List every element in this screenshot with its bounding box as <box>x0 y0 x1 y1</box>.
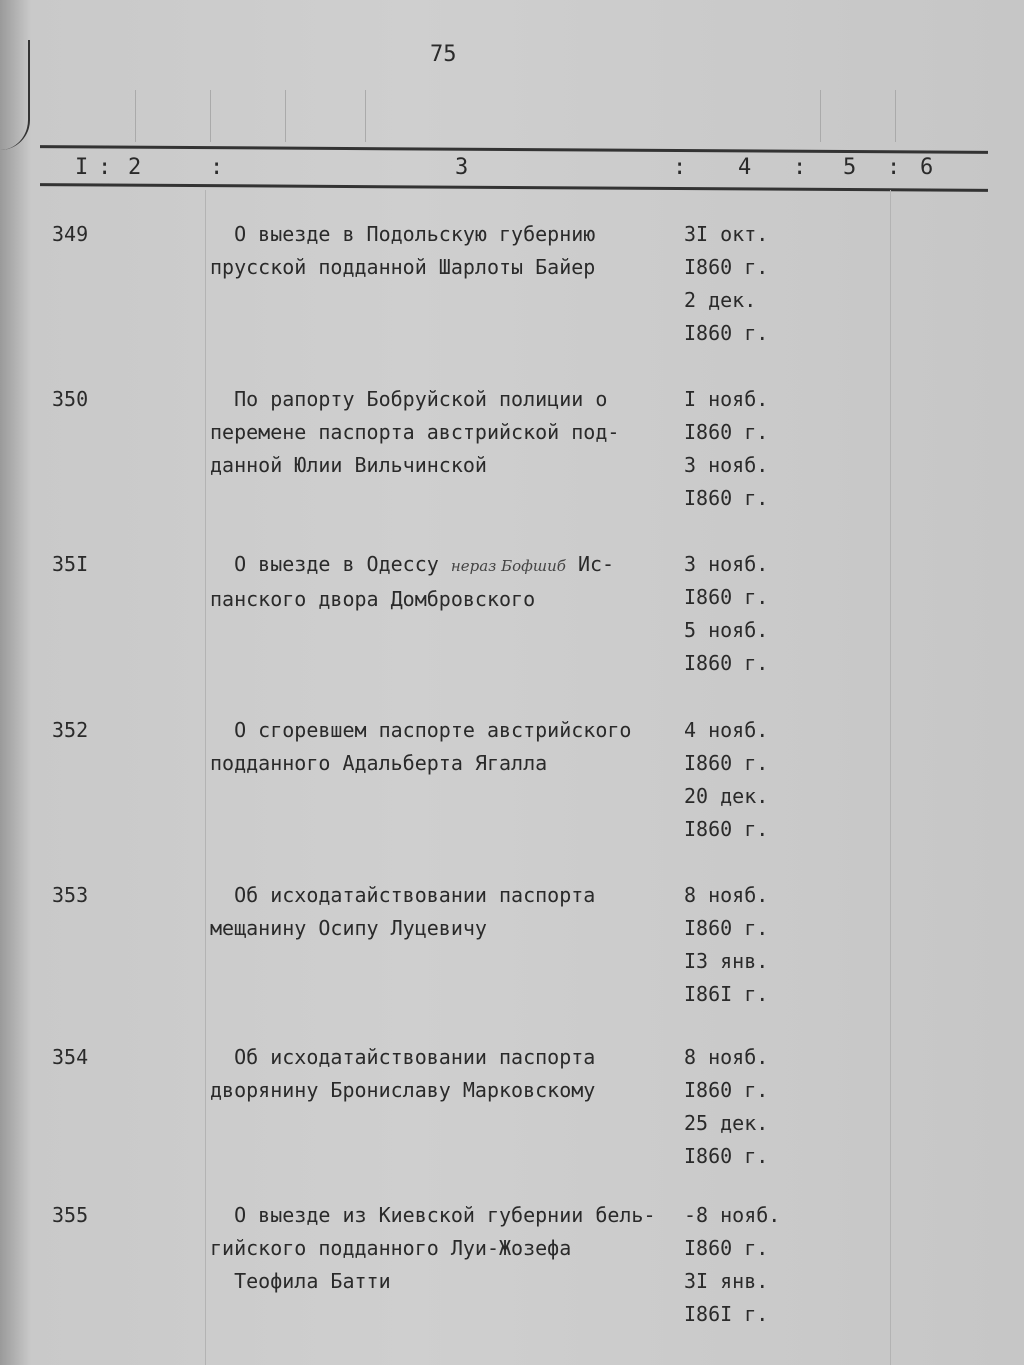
title-line-end: Ис- <box>577 552 615 576</box>
date-line: 20 дек. <box>684 784 769 808</box>
date-line: 4 нояб. <box>684 718 769 742</box>
title-line: О выезде в Подольскую губернию <box>210 222 596 246</box>
column-number: I <box>75 155 89 180</box>
date-line: 8 нояб. <box>684 883 769 907</box>
title-line: гийского подданного Луи-Жозефа <box>210 1236 572 1260</box>
date-line: I3 янв. <box>684 949 769 973</box>
date-line: 3I янв. <box>684 1269 769 1293</box>
title-line: О сгоревшем паспорте австрийского <box>210 718 632 742</box>
title-line: мещанину Осипу Луцевичу <box>210 916 487 940</box>
date-line: I860 г. <box>684 751 769 775</box>
entry-dates: 4 нояб. I860 г. 20 дек. I860 г. <box>684 714 768 846</box>
date-line: I860 г. <box>684 651 769 675</box>
entry-number: 350 <box>52 387 89 411</box>
title-line: панского двора Домбровского <box>210 587 536 611</box>
entry-dates: I нояб. I860 г. 3 нояб. I860 г. <box>684 383 768 515</box>
binding-edge <box>0 40 30 150</box>
date-line: 8 нояб. <box>684 1045 769 1069</box>
column-number: 3 <box>455 155 469 180</box>
column-line <box>890 190 891 1365</box>
entry-dates: 8 нояб. I860 г. 25 дек. I860 г. <box>684 1041 768 1173</box>
date-line: I860 г. <box>684 420 769 444</box>
entry-number: 355 <box>52 1203 89 1227</box>
date-line: I860 г. <box>684 486 769 510</box>
date-line: 5 нояб. <box>684 618 769 642</box>
title-line: прусской подданной Шарлоты Байер <box>210 255 596 279</box>
entry-dates: 3I окт. I860 г. 2 дек. I860 г. <box>684 218 768 350</box>
title-line: данной Юлии Вильчинской <box>210 453 487 477</box>
entry-dates: -8 нояб. I860 г. 3I янв. I86I г. <box>684 1199 780 1331</box>
date-line: I860 г. <box>684 321 769 345</box>
title-line: перемене паспорта австрийской под- <box>210 420 620 444</box>
ghost-column-line <box>210 90 211 142</box>
ghost-column-line <box>820 90 821 142</box>
ghost-column-line <box>285 90 286 142</box>
ghost-column-line <box>365 90 366 142</box>
date-line: I860 г. <box>684 817 769 841</box>
date-line: 3 нояб. <box>684 552 769 576</box>
entry-dates: 8 нояб. I860 г. I3 янв. I86I г. <box>684 879 768 1011</box>
date-line: I860 г. <box>684 1144 769 1168</box>
title-line: Об исходатайствовании паспорта <box>210 1045 596 1069</box>
entry-title: О выезде в Одессу нераз Бофшиб Ис-панско… <box>210 548 614 616</box>
entry-title: О выезде из Киевской губернии бель-гийск… <box>210 1199 656 1298</box>
entry-title: Об исходатайствовании паспорта мещанину О… <box>210 879 595 945</box>
date-line: 3I окт. <box>684 222 769 246</box>
date-line: 25 дек. <box>684 1111 769 1135</box>
title-line: подданного Адальберта Ягалла <box>210 751 548 775</box>
entry-number: 353 <box>52 883 89 907</box>
entry-title: О выезде в Подольскую губернию прусской п… <box>210 218 595 284</box>
header-rule-top <box>39 145 989 154</box>
title-line: Об исходатайствовании паспорта <box>210 883 596 907</box>
title-line: По рапорту Бобруйской полиции о <box>210 387 608 411</box>
handwritten-note: нераз Бофшиб <box>450 557 566 575</box>
date-line: I86I г. <box>684 1302 769 1326</box>
entry-title: О сгоревшем паспорте австрийского подданн… <box>210 714 631 780</box>
ghost-column-line <box>135 90 136 142</box>
entry-number: 35I <box>52 552 89 576</box>
column-number: 5 <box>843 155 857 180</box>
date-line: -8 нояб. <box>684 1203 781 1227</box>
entry-title: Об исходатайствовании паспорта дворянину … <box>210 1041 595 1107</box>
entry-number: 352 <box>52 718 89 742</box>
date-line: 2 дек. <box>684 288 757 312</box>
entry-number: 349 <box>52 222 89 246</box>
date-line: I860 г. <box>684 916 769 940</box>
column-line <box>205 190 206 1365</box>
title-line: О выезде из Киевской губернии бель- <box>210 1203 656 1227</box>
entry-number: 354 <box>52 1045 89 1069</box>
date-line: I860 г. <box>684 1078 769 1102</box>
ghost-column-line <box>895 90 896 142</box>
column-number: 6 <box>920 155 934 180</box>
title-line: дворянину Брониславу Марковскому <box>210 1078 596 1102</box>
title-line: Теофила Батти <box>210 1269 391 1293</box>
title-line: О выезде в Одессу <box>210 552 451 576</box>
date-line: 3 нояб. <box>684 453 769 477</box>
date-line: I нояб. <box>684 387 769 411</box>
column-number: 4 <box>738 155 752 180</box>
header-rule-bottom <box>39 183 989 192</box>
date-line: I860 г. <box>684 255 769 279</box>
entry-dates: 3 нояб. I860 г. 5 нояб. I860 г. <box>684 548 768 680</box>
column-number: 2 <box>128 155 142 180</box>
entry-title: По рапорту Бобруйской полиции о перемене … <box>210 383 619 482</box>
date-line: I860 г. <box>684 1236 769 1260</box>
date-line: I86I г. <box>684 982 769 1006</box>
date-line: I860 г. <box>684 585 769 609</box>
page-number: 75 <box>430 42 457 67</box>
